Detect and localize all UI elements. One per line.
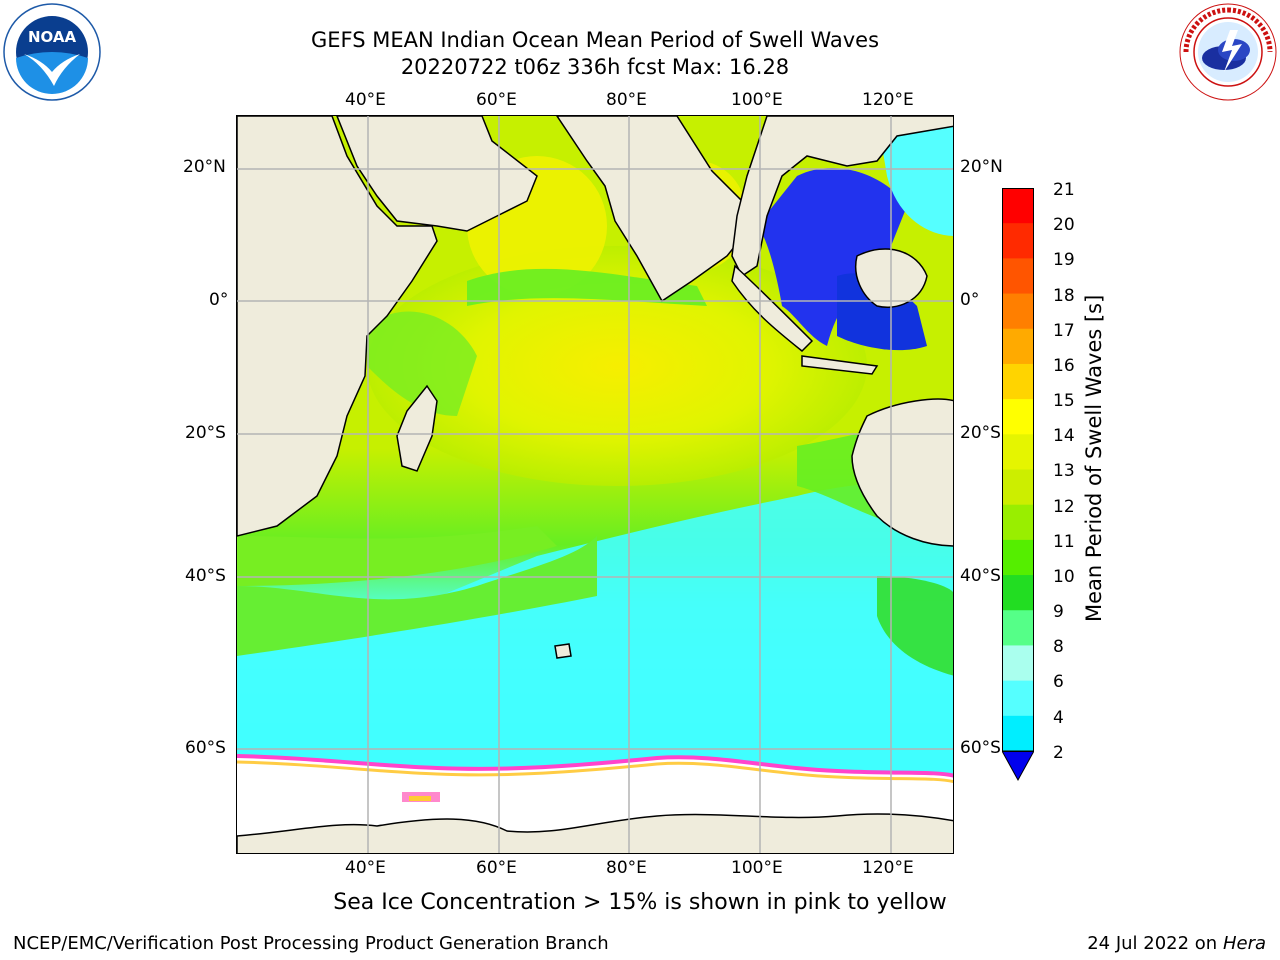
cb-tick-17: 17	[1053, 321, 1075, 341]
cb-tick-11: 11	[1053, 532, 1075, 552]
colorbar-band	[1002, 504, 1034, 541]
cb-tick-10: 10	[1053, 567, 1075, 587]
lat-tick-left-40S: 40°S	[185, 566, 226, 586]
lon-tick-bottom-40E: 40°E	[345, 858, 386, 878]
colorbar	[1001, 188, 1035, 782]
sea-ice-caption: Sea Ice Concentration > 15% is shown in …	[333, 890, 947, 915]
lat-tick-right-40S: 40°S	[960, 566, 1001, 586]
lon-tick-top-120E: 120°E	[862, 90, 914, 110]
colorbar-scale	[1001, 188, 1035, 782]
lon-tick-bottom-120E: 120°E	[862, 858, 914, 878]
footer-host: Hera	[1222, 933, 1266, 954]
lat-tick-left-20N: 20°N	[183, 157, 226, 177]
cb-tick-18: 18	[1053, 286, 1075, 306]
colorbar-band	[1002, 293, 1034, 330]
colorbar-band	[1002, 223, 1034, 259]
cb-tick-9: 9	[1053, 602, 1064, 622]
lat-tick-left-0: 0°	[209, 290, 229, 310]
lat-tick-right-20N: 20°N	[960, 157, 1003, 177]
chart-title-line2: 20220722 t06z 336h fcst Max: 16.28	[400, 55, 790, 79]
colorbar-band	[1002, 434, 1034, 470]
lon-tick-top-80E: 80°E	[606, 90, 647, 110]
lon-tick-bottom-60E: 60°E	[476, 858, 517, 878]
lat-tick-right-20S: 20°S	[960, 423, 1001, 443]
footer-date-text: 24 Jul 2022 on	[1087, 933, 1223, 954]
lon-tick-top-60E: 60°E	[476, 90, 517, 110]
cb-tick-4: 4	[1053, 708, 1064, 728]
colorbar-band	[1002, 715, 1034, 752]
colorbar-band	[1002, 363, 1034, 400]
colorbar-band	[1002, 399, 1034, 435]
cb-tick-21: 21	[1053, 180, 1075, 200]
footer-date: 24 Jul 2022 on Hera	[1087, 933, 1266, 954]
cb-tick-20: 20	[1053, 215, 1075, 235]
nws-logo-icon	[1179, 3, 1277, 101]
colorbar-band	[1002, 645, 1034, 682]
cb-tick-8: 8	[1053, 637, 1064, 657]
lon-tick-bottom-100E: 100°E	[731, 858, 783, 878]
noaa-logo: NOAA	[2, 2, 102, 102]
chart-title-line1: GEFS MEAN Indian Ocean Mean Period of Sw…	[310, 28, 880, 52]
cb-tick-12: 12	[1053, 497, 1075, 517]
lat-tick-right-60S: 60°S	[960, 738, 1001, 758]
cb-tick-15: 15	[1053, 391, 1075, 411]
colorbar-band	[1002, 610, 1034, 646]
lon-tick-bottom-80E: 80°E	[606, 858, 647, 878]
colorbar-label: Mean Period of Swell Waves [s]	[1082, 294, 1106, 622]
swell-period-field	[237, 116, 953, 853]
colorbar-band	[1002, 575, 1034, 611]
footer-producer: NCEP/EMC/Verification Post Processing Pr…	[13, 933, 609, 954]
lon-tick-top-100E: 100°E	[731, 90, 783, 110]
colorbar-band	[1002, 539, 1034, 576]
cb-tick-6: 6	[1053, 672, 1064, 692]
colorbar-band	[1002, 469, 1034, 506]
cb-tick-13: 13	[1053, 461, 1075, 481]
lat-tick-left-20S: 20°S	[185, 423, 226, 443]
map-panel	[236, 115, 954, 854]
colorbar-extend-triangle	[1001, 750, 1035, 782]
colorbar-band	[1002, 328, 1034, 365]
lon-tick-top-40E: 40°E	[345, 90, 386, 110]
noaa-logo-icon: NOAA	[3, 3, 101, 101]
noaa-logo-text: NOAA	[28, 28, 77, 46]
colorbar-band	[1002, 258, 1034, 295]
cb-tick-16: 16	[1053, 356, 1075, 376]
cb-tick-14: 14	[1053, 426, 1075, 446]
colorbar-band	[1002, 188, 1034, 224]
cb-tick-2: 2	[1053, 743, 1064, 763]
lat-tick-right-0: 0°	[960, 290, 980, 310]
nws-logo	[1178, 2, 1278, 102]
lat-tick-left-60S: 60°S	[185, 738, 226, 758]
colorbar-band	[1002, 680, 1034, 717]
cb-tick-19: 19	[1053, 250, 1075, 270]
